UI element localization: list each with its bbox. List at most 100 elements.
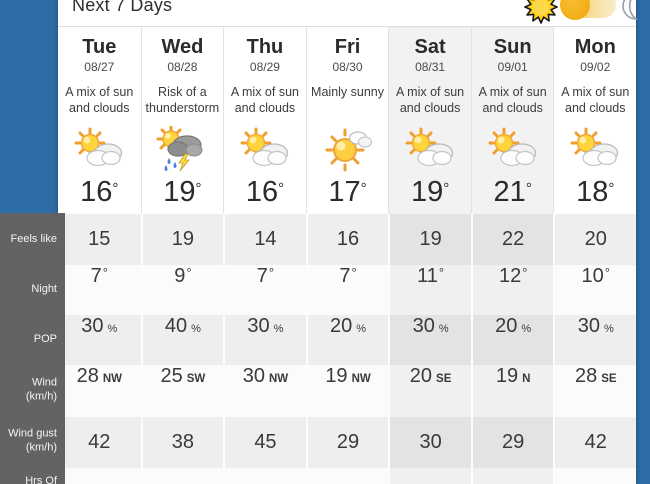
night-value: 9 °: [140, 265, 224, 315]
high-temp: 17 °: [305, 176, 389, 214]
partial-row-cell: [553, 468, 637, 484]
day-date: 08/30: [332, 60, 363, 74]
row-label-feels-like: Feels like: [10, 232, 57, 245]
wind-gust-value: 45: [223, 417, 306, 468]
wind-direction: SW: [186, 373, 206, 385]
feels-like-value: 19: [140, 214, 224, 265]
degree-symbol: °: [360, 180, 367, 197]
day-column-sun[interactable]: Sun 09/01 A mix of sun and clouds 21 ° 22…: [470, 27, 554, 484]
feels-like-value: 19: [388, 214, 471, 265]
partial-row-cell: [305, 468, 389, 484]
sun-cloud-icon: [570, 127, 619, 166]
degree-symbol: °: [608, 180, 615, 197]
pop-value: 30%: [553, 315, 637, 365]
degree-symbol: °: [186, 265, 192, 280]
wind-gust-value: 42: [58, 417, 141, 468]
sun-cloud-icon: [240, 127, 289, 166]
row-label-wind: Wind (km/h): [25, 376, 57, 403]
day-column-sat[interactable]: Sat 08/31 A mix of sun and clouds 19 ° 19…: [388, 27, 471, 484]
weather-icon: [470, 121, 554, 176]
pop-value: 30%: [388, 315, 471, 365]
sun-cloud-icon: [74, 127, 123, 166]
day-header[interactable]: Tue 08/27 A mix of sun and clouds: [58, 27, 141, 121]
feels-like-value: 14: [223, 214, 306, 265]
sun-toggle-icon[interactable]: [524, 0, 558, 24]
day-header[interactable]: Mon 09/02 A mix of sun and clouds: [553, 27, 637, 121]
weather-icon: [553, 121, 637, 176]
wind-gust-value: 38: [140, 417, 224, 468]
day-column-mon[interactable]: Mon 09/02 A mix of sun and clouds 18 ° 20…: [553, 27, 637, 484]
partial-row-cell: [223, 468, 306, 484]
degree-symbol: °: [525, 180, 532, 197]
wind-value: 30 NW: [223, 365, 306, 417]
wind-gust-value: 29: [470, 417, 554, 468]
wind-value: 20 SE: [388, 365, 471, 417]
row-label-hrs-of-sun-partial: Hrs Of: [25, 475, 57, 484]
row-label-wind-gust: Wind gust (km/h): [8, 427, 57, 454]
high-temp: 19 °: [140, 176, 224, 214]
day-name: Sat: [414, 36, 446, 58]
day-header[interactable]: Thu 08/29 A mix of sun and clouds: [223, 27, 306, 121]
pop-value: 30%: [223, 315, 306, 365]
pop-value: 20%: [305, 315, 389, 365]
row-label-night: Night: [31, 282, 57, 295]
weather-icon: [223, 121, 306, 176]
degree-symbol: °: [278, 180, 285, 197]
day-date: 08/28: [167, 60, 198, 74]
feels-like-value: 22: [470, 214, 554, 265]
wind-direction: NW: [268, 373, 289, 385]
day-condition: A mix of sun and clouds: [230, 85, 299, 115]
percent-symbol: %: [273, 323, 284, 335]
night-value: 12 °: [470, 265, 554, 315]
day-condition: A mix of sun and clouds: [478, 85, 547, 115]
day-name: Wed: [161, 36, 204, 58]
thunderstorm-icon: [156, 125, 203, 171]
wind-value: 25 SW: [140, 365, 224, 417]
degree-symbol: °: [102, 265, 108, 280]
degree-symbol: °: [351, 265, 357, 280]
day-header[interactable]: Fri 08/30 Mainly sunny: [305, 27, 389, 121]
day-column-thu[interactable]: Thu 08/29 A mix of sun and clouds 16 ° 14…: [223, 27, 306, 484]
degree-symbol: °: [438, 265, 445, 280]
weather-icon: [58, 121, 141, 176]
percent-symbol: %: [107, 323, 118, 335]
sun-cloud-icon: [405, 127, 454, 166]
wind-direction: NW: [102, 373, 122, 385]
forecast-titlebar: Next 7 Days: [58, 0, 639, 26]
forecast-table: Tue 08/27 A mix of sun and clouds 16 ° 15…: [58, 26, 637, 484]
degree-symbol: °: [443, 180, 450, 197]
partial-row-cell: [140, 468, 224, 484]
pop-value: 40%: [140, 315, 224, 365]
day-name: Mon: [574, 36, 616, 58]
page-title: Next 7 Days: [72, 0, 173, 15]
high-temp: 21 °: [470, 176, 554, 214]
night-value: 7 °: [58, 265, 141, 315]
day-column-wed[interactable]: Wed 08/28 Risk of a thunderstorm 19 ° 19: [140, 27, 224, 484]
day-column-fri[interactable]: Fri 08/30 Mainly sunny 17 ° 16 7 ° 20% 19 N…: [305, 27, 389, 484]
day-header[interactable]: Sat 08/31 A mix of sun and clouds: [388, 27, 471, 121]
day-name: Fri: [334, 36, 361, 58]
day-name: Tue: [82, 36, 117, 58]
day-date: 09/01: [497, 60, 528, 74]
wind-value: 28 SE: [553, 365, 637, 417]
night-value: 7 °: [223, 265, 306, 315]
night-value: 11 °: [388, 265, 471, 315]
day-condition: A mix of sun and clouds: [396, 85, 465, 115]
percent-symbol: %: [438, 323, 449, 335]
day-header[interactable]: Wed 08/28 Risk of a thunderstorm: [140, 27, 224, 121]
toggle-knob[interactable]: [560, 0, 590, 20]
degree-symbol: °: [112, 180, 119, 197]
day-name: Thu: [246, 36, 284, 58]
toggle-track[interactable]: [560, 0, 616, 20]
pop-value: 30%: [58, 315, 141, 365]
percent-symbol: %: [603, 323, 614, 335]
weather-icon: [140, 121, 224, 176]
day-column-tue[interactable]: Tue 08/27 A mix of sun and clouds 16 ° 15…: [58, 27, 141, 484]
degree-symbol: °: [195, 180, 202, 197]
night-value: 7 °: [305, 265, 389, 315]
weather-icon: [305, 121, 389, 176]
wind-direction: SE: [601, 373, 617, 385]
day-header[interactable]: Sun 09/01 A mix of sun and clouds: [470, 27, 554, 121]
moon-toggle-icon[interactable]: [620, 0, 648, 21]
